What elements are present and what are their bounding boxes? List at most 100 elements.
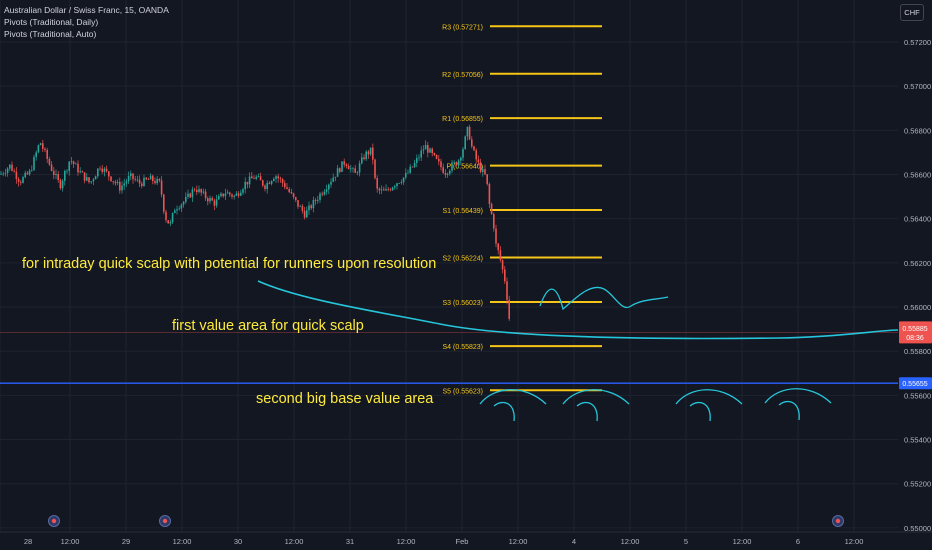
chart-legend: Australian Dollar / Swiss Franc, 15, OAN… [4, 4, 169, 40]
swoosh-drawing[interactable] [764, 388, 832, 421]
price-tick-label: 0.56600 [904, 170, 931, 179]
candle [50, 160, 53, 172]
candle [319, 192, 321, 203]
candle-body [356, 172, 359, 174]
annotation-text-first-value[interactable]: first value area for quick scalp [172, 318, 364, 334]
candle [429, 147, 431, 153]
candle-body [200, 189, 202, 193]
candle-body [233, 195, 235, 197]
pivot-label: S1 (0.56439) [443, 208, 483, 215]
candle-body [330, 181, 332, 185]
candle-body [204, 191, 207, 199]
candle [171, 212, 174, 224]
candle [435, 154, 438, 160]
candle [495, 224, 497, 248]
candle [160, 176, 163, 198]
candle-body [444, 173, 447, 175]
candle [330, 178, 332, 188]
legend-symbol[interactable]: Australian Dollar / Swiss Franc, 15, OAN… [4, 5, 169, 15]
candle-body [46, 149, 48, 159]
candle [77, 160, 79, 176]
candle [187, 189, 189, 199]
swoosh-drawing[interactable] [562, 389, 630, 422]
candle-body [345, 164, 348, 167]
candle [477, 155, 480, 166]
time-tick-label: 6 [796, 537, 800, 546]
candle [468, 124, 471, 140]
candle [147, 177, 150, 180]
candle-body [6, 168, 9, 173]
candle-body [341, 161, 343, 172]
candle-body [402, 177, 405, 183]
candle-body [116, 181, 119, 184]
candle-body [367, 151, 370, 155]
annotation-text-intraday[interactable]: for intraday quick scalp with potential … [22, 256, 436, 272]
candle [213, 198, 216, 211]
candle-body [418, 157, 420, 159]
candle [358, 160, 361, 177]
swoosh-drawing[interactable] [675, 389, 743, 422]
event-flag-icon[interactable] [159, 515, 171, 527]
event-flag-icon[interactable] [832, 515, 844, 527]
candle-body [347, 166, 350, 170]
candle [486, 174, 488, 186]
legend-indicator-auto[interactable]: Pivots (Traditional, Auto) [4, 29, 97, 39]
candle-body [141, 183, 143, 187]
event-icons [48, 515, 844, 527]
candle [251, 172, 253, 179]
candle [189, 192, 191, 198]
candle [431, 147, 433, 157]
candle-body [248, 176, 251, 185]
candle-body [266, 182, 268, 189]
candle-body [77, 163, 79, 173]
candle-body [97, 168, 99, 177]
candle-body [383, 189, 385, 191]
candle [4, 168, 7, 177]
candle [433, 152, 436, 157]
candle-body [413, 162, 416, 168]
candle-body [323, 191, 326, 195]
candle-body [15, 171, 18, 180]
value-curve-drawing[interactable] [257, 280, 899, 340]
candle-body [68, 161, 70, 171]
candle [123, 178, 125, 190]
candle [365, 149, 367, 162]
candle [165, 209, 167, 223]
candle-body [477, 159, 480, 163]
candle [39, 142, 42, 146]
swoosh-drawing[interactable] [479, 389, 547, 422]
candle-body [42, 143, 44, 149]
candle-body [451, 162, 453, 171]
time-tick-label: 12:00 [733, 537, 752, 546]
wave-drawing[interactable] [539, 286, 669, 311]
candle [270, 180, 273, 186]
candle [121, 181, 123, 194]
candle-body [358, 163, 361, 173]
candle-body [268, 182, 271, 184]
candle-body [31, 169, 33, 171]
candle [31, 165, 33, 172]
candle-body [374, 159, 376, 179]
candle [193, 187, 196, 192]
candle [9, 164, 11, 171]
currency-button[interactable]: CHF [900, 4, 924, 21]
candle-body [376, 178, 378, 189]
candle-body [160, 180, 163, 195]
annotation-text-second-value[interactable]: second big base value area [256, 391, 434, 407]
legend-indicator-daily[interactable]: Pivots (Traditional, Daily) [4, 17, 99, 27]
candle-body [407, 172, 409, 174]
candle [464, 135, 466, 150]
candle [372, 143, 374, 165]
candle-body [189, 193, 191, 198]
candle-body [143, 177, 145, 187]
candle-body [446, 173, 449, 175]
candle-body [108, 171, 110, 177]
candle [176, 205, 178, 215]
event-icon-dot [835, 518, 841, 524]
event-flag-icon[interactable] [48, 515, 60, 527]
candle-body [220, 193, 222, 197]
candle-body [262, 180, 264, 186]
time-axis-bg [0, 532, 932, 550]
candle [354, 164, 356, 173]
